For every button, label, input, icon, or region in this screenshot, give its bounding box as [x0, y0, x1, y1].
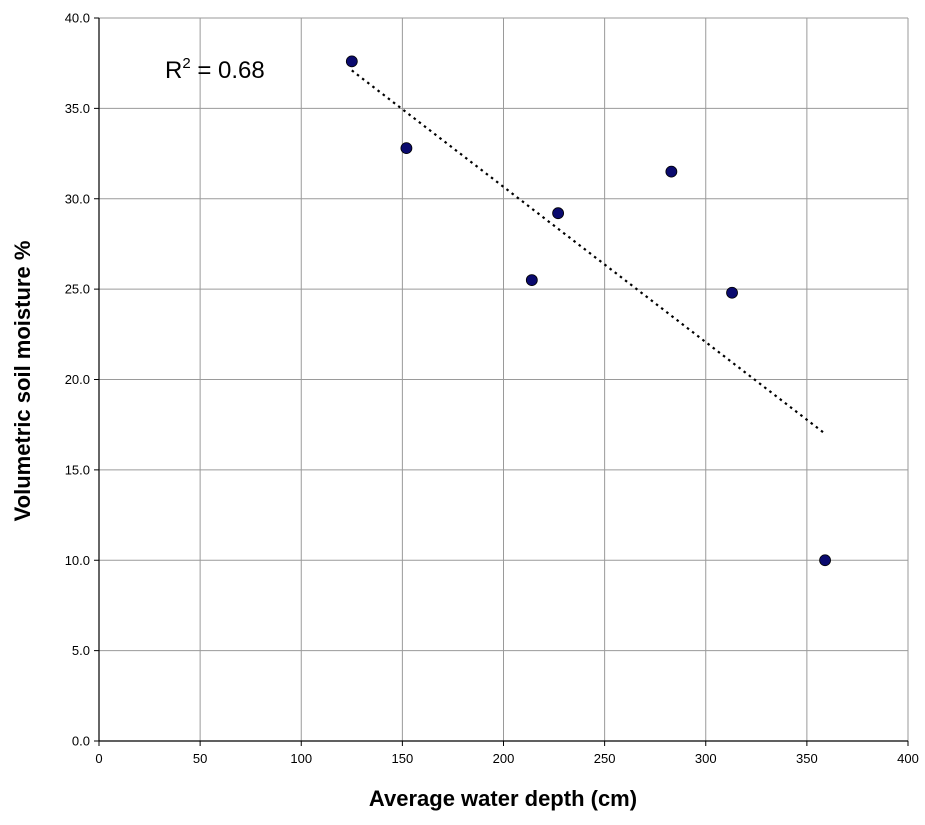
data-point [552, 207, 565, 220]
x-tick-label: 200 [493, 751, 515, 766]
y-tick-label: 15.0 [65, 462, 90, 477]
data-point [665, 165, 678, 178]
data-points [345, 55, 831, 567]
x-tick-label: 50 [193, 751, 207, 766]
x-tick-label: 150 [392, 751, 414, 766]
r-squared-value: = 0.68 [191, 57, 265, 84]
y-axis-ticks: 0.0 5.0 10.0 15.0 20.0 25.0 30.0 35.0 40.0 [65, 11, 99, 749]
r-squared-annotation: R2 = 0.68 [165, 55, 265, 84]
y-tick-label: 0.0 [72, 734, 90, 749]
x-tick-label: 300 [695, 751, 717, 766]
y-tick-label: 20.0 [65, 372, 90, 387]
y-tick-label: 25.0 [65, 282, 90, 297]
x-tick-label: 0 [95, 751, 102, 766]
data-point [345, 55, 358, 68]
y-axis-title: Volumetric soil moisture % [10, 241, 35, 522]
r-squared-prefix: R [165, 57, 182, 84]
data-point [525, 274, 538, 286]
y-tick-label: 5.0 [72, 643, 90, 658]
y-tick-label: 30.0 [65, 191, 90, 206]
r-squared-superscript: 2 [182, 55, 190, 72]
x-tick-label: 250 [594, 751, 616, 766]
data-point [726, 286, 738, 299]
trendline [351, 69, 826, 435]
y-tick-label: 40.0 [65, 11, 90, 26]
grid-lines [98, 17, 909, 742]
x-tick-label: 350 [796, 751, 818, 766]
x-tick-label: 100 [290, 751, 312, 766]
y-tick-label: 10.0 [65, 553, 90, 568]
y-tick-label: 35.0 [65, 101, 90, 116]
x-axis-title: Average water depth (cm) [369, 786, 637, 811]
data-point [400, 142, 413, 155]
trendline-group [351, 69, 826, 435]
data-point [819, 554, 831, 567]
x-axis-ticks: 0 50 100 150 200 250 300 350 400 [95, 741, 919, 766]
x-tick-label: 400 [897, 751, 919, 766]
